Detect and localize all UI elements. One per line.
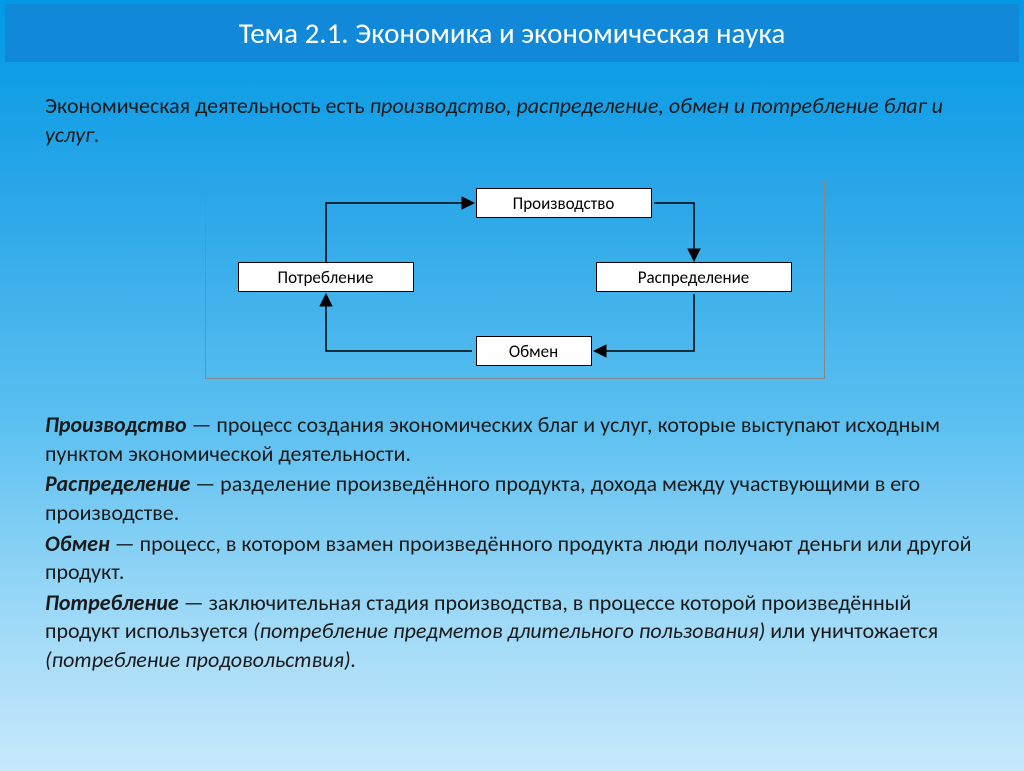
term: Производство (45, 411, 187, 438)
diagram-container: Производство Потребление Распределение О… (45, 179, 984, 379)
definition-exchange: Обмен — процесс, в котором взамен произв… (45, 530, 984, 587)
term: Потребление (45, 589, 179, 616)
definitions-block: Производство — процесс создания экономич… (45, 411, 984, 674)
definition-body: — процесс, в котором взамен произведённо… (45, 530, 972, 586)
definition-italic-2: (потребление продовольствия). (45, 646, 356, 673)
slide-content: Экономическая деятельность есть производ… (0, 62, 1024, 675)
definition-body-mid: или уничтожается (765, 617, 938, 644)
cycle-diagram: Производство Потребление Распределение О… (205, 179, 825, 379)
intro-text: Экономическая деятельность есть (45, 92, 370, 119)
slide-header: Тема 2.1. Экономика и экономическая наук… (5, 4, 1019, 62)
node-distribution: Распределение (596, 262, 792, 292)
definition-consumption: Потребление — заключительная стадия прои… (45, 589, 984, 675)
definition-distribution: Распределение — разделение произведённог… (45, 470, 984, 527)
definition-production: Производство — процесс создания экономич… (45, 411, 984, 468)
term: Распределение (45, 470, 190, 497)
definition-italic-1: (потребление предметов длительного польз… (253, 617, 765, 644)
node-consumption: Потребление (238, 262, 414, 292)
node-exchange: Обмен (476, 336, 592, 366)
node-production: Производство (476, 188, 652, 218)
slide-title: Тема 2.1. Экономика и экономическая наук… (239, 15, 786, 51)
intro-paragraph: Экономическая деятельность есть производ… (45, 92, 984, 149)
term: Обмен (45, 530, 110, 557)
